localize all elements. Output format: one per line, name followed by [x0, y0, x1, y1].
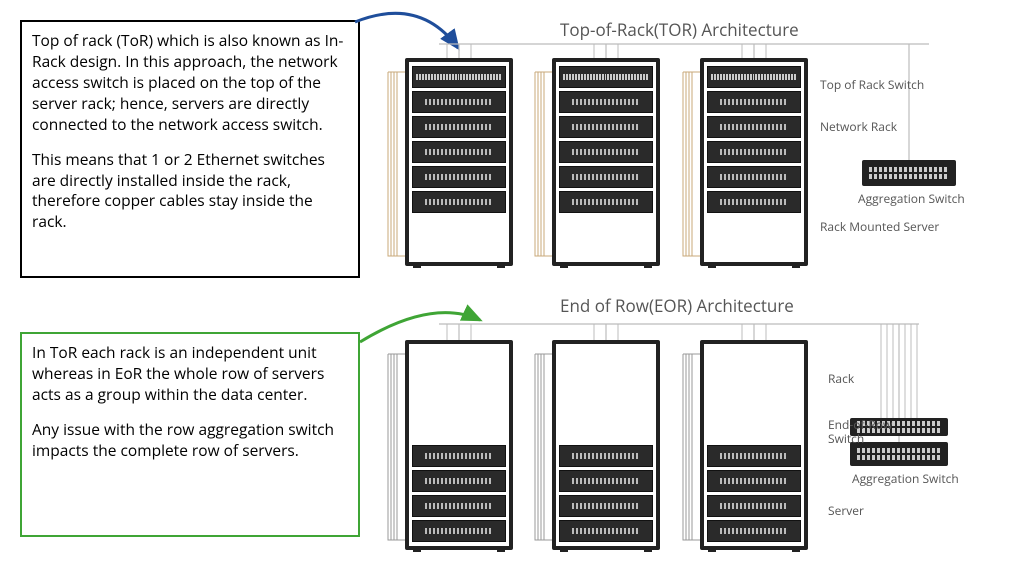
server-unit — [559, 141, 653, 163]
server-unit — [707, 445, 801, 467]
server-unit — [707, 141, 801, 163]
eor-description-box: In ToR each rack is an independent unit … — [20, 332, 360, 537]
server-unit — [559, 520, 653, 542]
server-unit — [559, 445, 653, 467]
server-unit — [707, 116, 801, 138]
server-rack — [552, 58, 660, 266]
server-unit — [412, 520, 506, 542]
server-unit — [707, 470, 801, 492]
server-unit — [559, 470, 653, 492]
server-unit — [412, 191, 506, 213]
server-unit — [412, 495, 506, 517]
diagram-label: Rack Mounted Server — [820, 218, 939, 235]
server-unit — [707, 166, 801, 188]
server-unit — [559, 91, 653, 113]
diagram-label: Aggregation Switch — [852, 470, 959, 487]
tor-description-paragraph: Top of rack (ToR) which is also known as… — [32, 30, 348, 135]
server-unit — [412, 470, 506, 492]
tor-switch-unit — [559, 66, 653, 88]
eor-aggregation-switch — [850, 442, 948, 466]
server-unit — [412, 166, 506, 188]
server-unit — [559, 166, 653, 188]
server-unit — [559, 116, 653, 138]
server-unit — [707, 91, 801, 113]
server-unit — [707, 191, 801, 213]
diagram-label: Top of Rack Switch — [820, 76, 924, 93]
server-rack — [700, 58, 808, 266]
tor-switch-unit — [707, 66, 801, 88]
server-rack — [552, 340, 660, 550]
tor-diagram-title: Top-of-Rack(TOR) Architecture — [560, 18, 799, 41]
server-rack — [700, 340, 808, 550]
tor-description-box: Top of rack (ToR) which is also known as… — [20, 20, 360, 278]
server-rack — [405, 58, 513, 266]
diagram-label: Switch — [828, 430, 864, 447]
diagram-label: Rack — [828, 370, 854, 387]
server-unit — [412, 91, 506, 113]
server-unit — [707, 495, 801, 517]
eor-description-paragraph: In ToR each rack is an independent unit … — [32, 342, 348, 405]
tor-description-paragraph: This means that 1 or 2 Ethernet switches… — [32, 149, 348, 233]
eor-diagram-title: End of Row(EOR) Architecture — [560, 294, 794, 317]
server-unit — [707, 520, 801, 542]
tor-aggregation-switch — [862, 160, 956, 186]
server-unit — [412, 445, 506, 467]
server-unit — [559, 191, 653, 213]
server-unit — [412, 141, 506, 163]
tor-switch-unit — [412, 66, 506, 88]
diagram-label: Aggregation Switch — [858, 190, 965, 207]
diagram-label: Network Rack — [820, 118, 897, 135]
diagram-label: Server — [828, 502, 864, 519]
eor-description-paragraph: Any issue with the row aggregation switc… — [32, 419, 348, 461]
server-rack — [405, 340, 513, 550]
server-unit — [412, 116, 506, 138]
server-unit — [559, 495, 653, 517]
